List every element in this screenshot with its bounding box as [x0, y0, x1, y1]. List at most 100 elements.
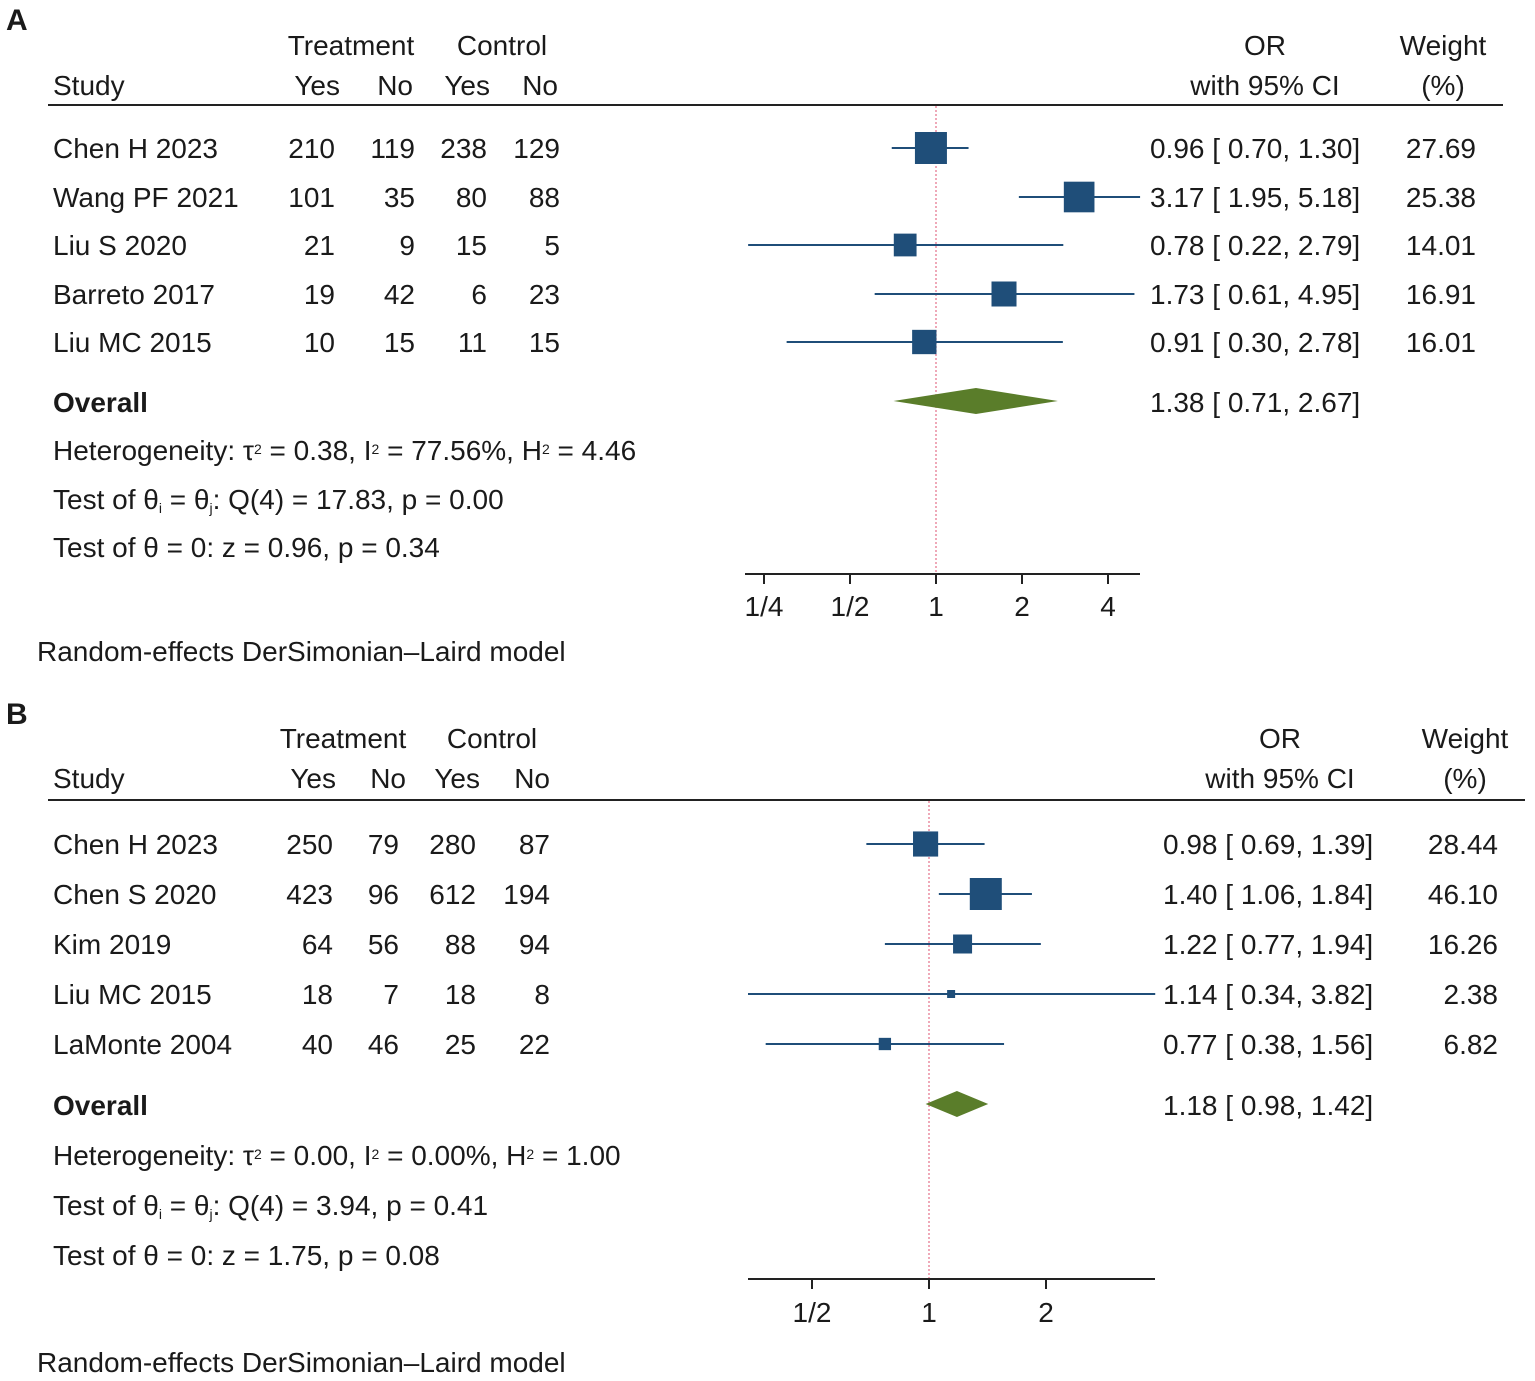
treatment-no: 119: [370, 133, 415, 164]
treatment-no-header: No: [370, 763, 406, 794]
or-ci-value: 0.78 [ 0.22, 2.79]: [1150, 230, 1361, 261]
control-no: 5: [544, 230, 560, 261]
weight-value: 6.82: [1443, 1029, 1499, 1060]
treatment-header: Treatment: [287, 30, 415, 61]
x-tick-label: 1/4: [745, 591, 784, 622]
control-no: 194: [503, 879, 550, 910]
control-yes-header: Yes: [444, 70, 490, 101]
study-marker: [913, 831, 939, 857]
control-header: Control: [456, 30, 548, 61]
study-marker: [991, 281, 1017, 307]
study-name: LaMonte 2004: [53, 1029, 233, 1060]
treatment-no: 15: [383, 327, 415, 358]
panel-label: A: [6, 4, 28, 37]
treatment-yes: 21: [303, 230, 335, 261]
study-name: Barreto 2017: [53, 279, 215, 310]
heterogeneity-stats: Heterogeneity: τ2 = 0.38, I2 = 77.56%, H…: [53, 435, 637, 466]
forest-panel-b: B Treatment Control OR Weight Study Yes …: [0, 692, 1535, 1381]
treatment-yes: 250: [286, 829, 333, 860]
control-no: 94: [518, 929, 550, 960]
or-ci-value: 1.22 [ 0.77, 1.94]: [1163, 929, 1374, 960]
weight-value: 16.91: [1405, 279, 1476, 310]
control-yes: 88: [444, 929, 476, 960]
test-overall-effect: Test of θ = 0: z = 1.75, p = 0.08: [53, 1240, 440, 1271]
control-no: 88: [528, 182, 560, 213]
study-marker: [953, 934, 973, 954]
forest-plot-b: 1/2 1 2: [748, 801, 1156, 1328]
model-note: Random-effects DerSimonian–Laird model: [37, 636, 566, 667]
or-ci-value: 3.17 [ 1.95, 5.18]: [1150, 182, 1361, 213]
study-name: Liu MC 2015: [53, 327, 212, 358]
x-tick-label: 4: [1100, 591, 1116, 622]
control-yes: 80: [455, 182, 487, 213]
treatment-no: 7: [383, 979, 399, 1010]
control-yes: 18: [444, 979, 476, 1010]
forest-plot-a: 1/4 1/2 1 2 4: [745, 106, 1141, 622]
control-yes-header: Yes: [434, 763, 480, 794]
test-homogeneity: Test of θi = θj: Q(4) = 3.94, p = 0.41: [53, 1190, 489, 1222]
treatment-yes: 18: [301, 979, 333, 1010]
control-no-header: No: [522, 70, 558, 101]
or-ci-value: 0.96 [ 0.70, 1.30]: [1150, 133, 1361, 164]
panel-label: B: [6, 698, 28, 731]
treatment-yes: 40: [301, 1029, 333, 1060]
model-note: Random-effects DerSimonian–Laird model: [37, 1347, 566, 1378]
x-tick-label: 1: [921, 1297, 937, 1328]
study-name: Liu MC 2015: [53, 979, 212, 1010]
control-no: 15: [528, 327, 560, 358]
x-tick-label: 1/2: [793, 1297, 832, 1328]
treatment-no-header: No: [377, 70, 413, 101]
study-marker: [969, 878, 1002, 910]
study-marker: [914, 132, 947, 164]
header-rule: [48, 104, 1503, 106]
or-ci-value: 0.91 [ 0.30, 2.78]: [1150, 327, 1361, 358]
or-ci-value: 1.73 [ 0.61, 4.95]: [1150, 279, 1361, 310]
overall-diamond: [925, 1091, 989, 1117]
study-marker: [893, 233, 917, 257]
or-ci-value: 1.40 [ 1.06, 1.84]: [1163, 879, 1374, 910]
weight-value: 14.01: [1405, 230, 1476, 261]
control-header: Control: [446, 723, 538, 754]
control-no: 22: [518, 1029, 550, 1060]
header-rule: [48, 799, 1525, 801]
treatment-yes: 210: [288, 133, 335, 164]
study-marker: [1063, 181, 1095, 213]
or-ci-header: with 95% CI: [1190, 70, 1340, 101]
control-no-header: No: [514, 763, 550, 794]
weight-value: 28.44: [1427, 829, 1498, 860]
weight-value: 25.38: [1405, 182, 1476, 213]
control-yes: 238: [440, 133, 487, 164]
treatment-yes: 10: [303, 327, 335, 358]
heterogeneity-stats: Heterogeneity: τ2 = 0.00, I2 = 0.00%, H2…: [53, 1140, 621, 1171]
control-yes: 25: [444, 1029, 476, 1060]
overall-label: Overall: [53, 387, 148, 418]
weight-pct-header: (%): [1421, 70, 1465, 101]
weight-value: 46.10: [1427, 879, 1498, 910]
x-tick-label: 1: [928, 591, 944, 622]
treatment-no: 96: [367, 879, 399, 910]
overall-diamond: [893, 388, 1058, 414]
control-yes: 15: [455, 230, 487, 261]
test-homogeneity: Test of θi = θj: Q(4) = 17.83, p = 0.00: [53, 484, 504, 516]
x-tick-label: 1/2: [831, 591, 870, 622]
weight-header: Weight: [1421, 723, 1509, 754]
weight-value: 27.69: [1405, 133, 1476, 164]
weight-value: 16.26: [1427, 929, 1498, 960]
or-header: OR: [1259, 723, 1301, 754]
study-name: Chen H 2023: [53, 829, 219, 860]
control-no: 23: [528, 279, 560, 310]
treatment-no: 46: [367, 1029, 399, 1060]
control-no: 87: [518, 829, 550, 860]
study-name: Kim 2019: [53, 929, 172, 960]
control-no: 129: [513, 133, 560, 164]
treatment-yes-header: Yes: [290, 763, 336, 794]
treatment-yes: 101: [288, 182, 335, 213]
weight-value: 16.01: [1405, 327, 1476, 358]
overall-label: Overall: [53, 1090, 148, 1121]
treatment-yes-header: Yes: [294, 70, 340, 101]
control-yes: 612: [429, 879, 476, 910]
overall-or-ci: 1.38 [ 0.71, 2.67]: [1150, 387, 1361, 418]
or-header: OR: [1244, 30, 1286, 61]
treatment-yes: 19: [303, 279, 335, 310]
overall-or-ci: 1.18 [ 0.98, 1.42]: [1163, 1090, 1374, 1121]
